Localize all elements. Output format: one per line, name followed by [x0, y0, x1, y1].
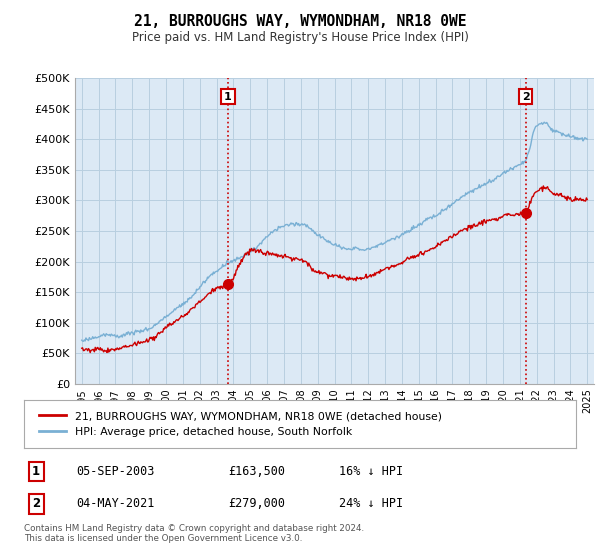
Text: 05-SEP-2003: 05-SEP-2003: [76, 465, 155, 478]
Text: 16% ↓ HPI: 16% ↓ HPI: [338, 465, 403, 478]
Text: 1: 1: [32, 465, 40, 478]
Text: 2: 2: [32, 497, 40, 510]
Text: 04-MAY-2021: 04-MAY-2021: [76, 497, 155, 510]
Text: 24% ↓ HPI: 24% ↓ HPI: [338, 497, 403, 510]
Text: 21, BURROUGHS WAY, WYMONDHAM, NR18 0WE: 21, BURROUGHS WAY, WYMONDHAM, NR18 0WE: [134, 14, 466, 29]
Text: 2: 2: [522, 92, 530, 102]
Text: 1: 1: [224, 92, 232, 102]
Text: Contains HM Land Registry data © Crown copyright and database right 2024.
This d: Contains HM Land Registry data © Crown c…: [24, 524, 364, 543]
Text: £163,500: £163,500: [228, 465, 285, 478]
Text: Price paid vs. HM Land Registry's House Price Index (HPI): Price paid vs. HM Land Registry's House …: [131, 31, 469, 44]
Text: £279,000: £279,000: [228, 497, 285, 510]
Legend: 21, BURROUGHS WAY, WYMONDHAM, NR18 0WE (detached house), HPI: Average price, det: 21, BURROUGHS WAY, WYMONDHAM, NR18 0WE (…: [35, 407, 446, 441]
